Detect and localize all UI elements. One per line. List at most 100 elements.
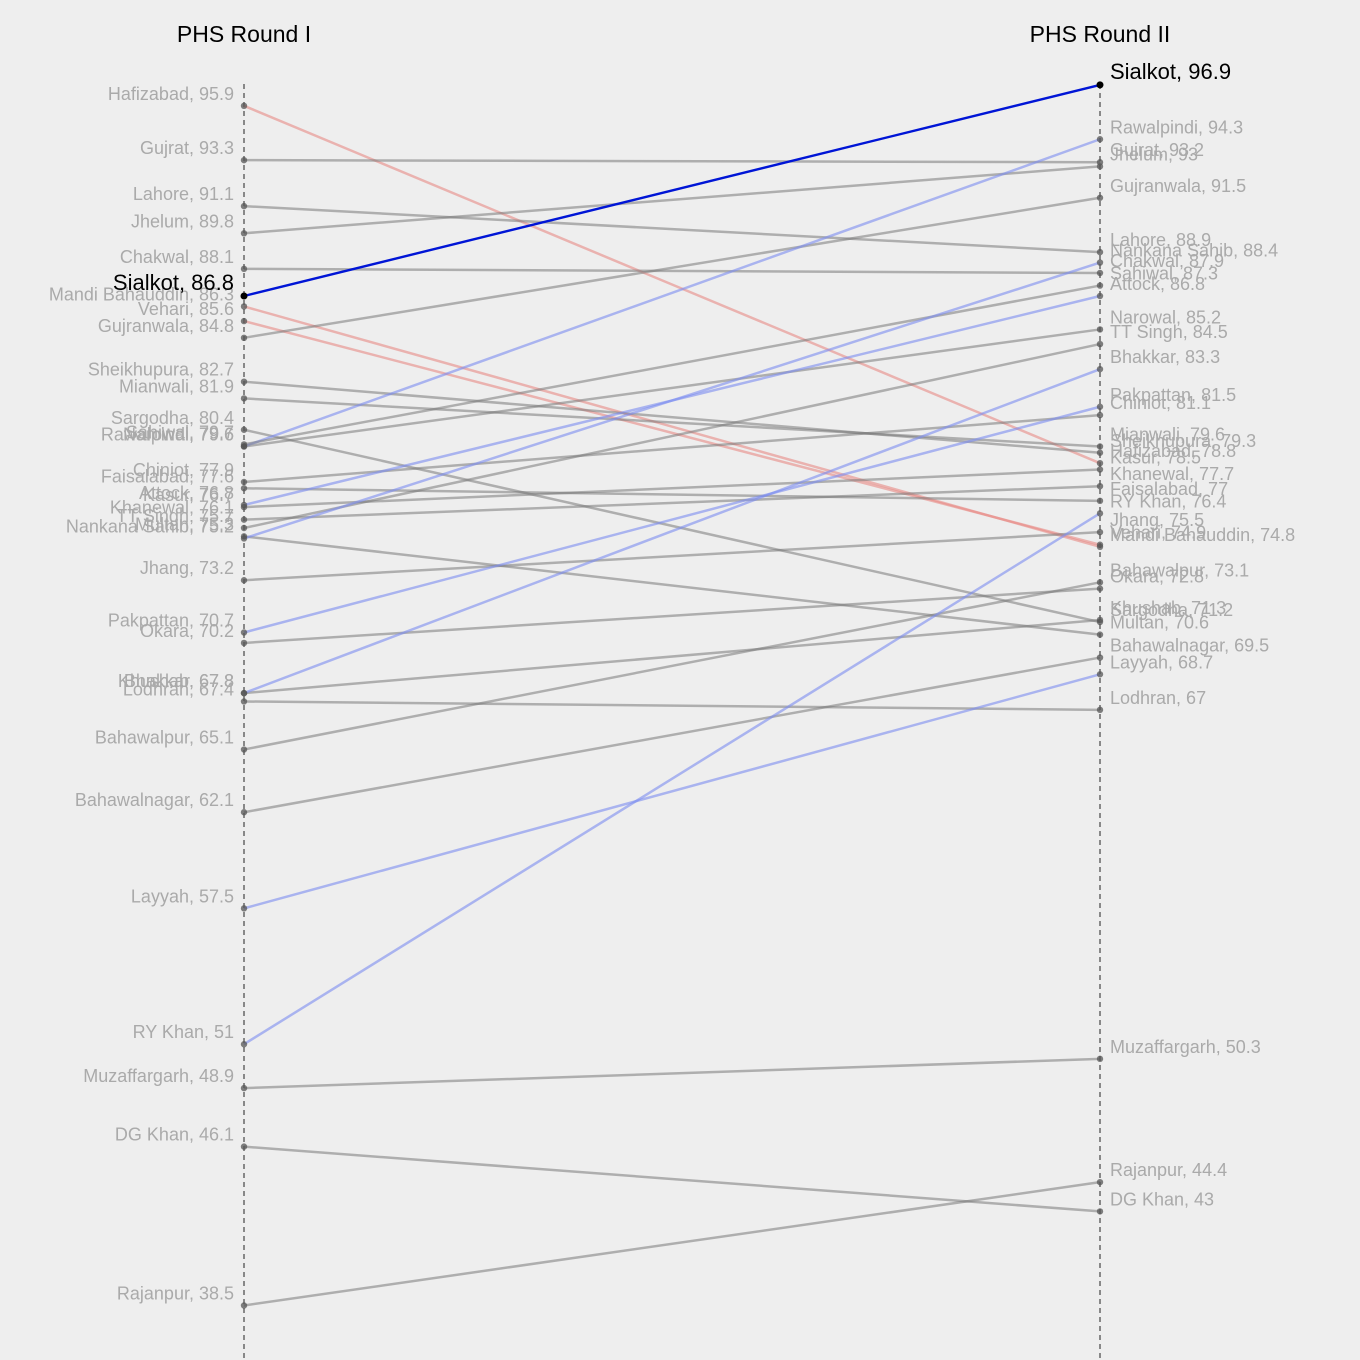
slope-line-vehari (243, 319, 1101, 546)
label-round-1-chakwal: Chakwal, 88.1 (120, 247, 234, 267)
slope-line-ry-khan (243, 512, 1101, 1046)
label-round-2-bahawalpur: Bahawalpur, 73.1 (1110, 560, 1249, 580)
label-round-2-dg-khan: DG Khan, 43 (1110, 1189, 1214, 1209)
label-round-2-narowal: Narowal, 85.2 (1110, 307, 1221, 327)
label-round-2-okara: Okara, 72.8 (1110, 567, 1204, 587)
label-round-1-hafizabad: Hafizabad, 95.9 (108, 84, 234, 104)
point-round-2-ry-khan (1096, 510, 1104, 517)
label-round-2-jhang: Jhang, 75.5 (1110, 510, 1204, 530)
point-round-1-nankana-sahib (240, 535, 248, 542)
point-round-1-gujrat (240, 156, 248, 164)
slope-line-nankana-sahib (243, 261, 1101, 540)
point-round-1-jhelum (240, 230, 248, 237)
point-round-1-faisalabad (240, 485, 248, 492)
point-round-2-bhakkar (1096, 365, 1104, 373)
label-round-2-layyah: Layyah, 68.7 (1110, 652, 1213, 672)
label-round-2-khushab: Khushab, 71.3 (1110, 598, 1226, 618)
point-round-1-khanewal (240, 516, 248, 523)
label-round-1-sheikhupura: Sheikhupura, 82.7 (88, 360, 234, 380)
label-round-1-khushab: Khushab, 67.8 (118, 671, 234, 691)
point-round-1-narowal (240, 443, 248, 450)
label-round-1-khanewal: Khanewal, 76.1 (110, 498, 234, 518)
point-round-2-sahiwal (1096, 282, 1104, 289)
slope-line-layyah (243, 673, 1101, 910)
label-round-1-sialkot: Sialkot, 86.8 (113, 270, 234, 295)
point-round-2-khanewal (1096, 482, 1104, 490)
slope-line-chakwal (243, 267, 1101, 275)
label-round-1-vehari: Vehari, 85.6 (138, 299, 234, 319)
point-round-2-nankana-sahib (1096, 259, 1104, 266)
point-round-2-gujranwala (1096, 194, 1104, 201)
label-round-1-mandi-bahauddin: Mandi Bahauddin, 86.3 (49, 284, 234, 304)
label-round-1-bahawalnagar: Bahawalnagar, 62.1 (75, 790, 234, 810)
label-round-2-jhelum: Jhelum, 93 (1110, 144, 1198, 164)
point-round-1-hafizabad (240, 102, 248, 110)
point-round-2-lodhran (1096, 706, 1104, 714)
slope-line-mianwali (243, 397, 1101, 448)
slope-line-jhelum (243, 165, 1101, 235)
label-round-2-sahiwal: Sahiwal, 87.3 (1110, 264, 1218, 284)
point-round-1-mianwali (240, 395, 248, 402)
label-round-1-ry-khan: RY Khan, 51 (133, 1022, 234, 1042)
point-round-2-tt-singh (1096, 340, 1104, 348)
label-round-1-layyah: Layyah, 57.5 (131, 886, 234, 906)
point-round-2-pakpattan (1096, 403, 1104, 410)
label-round-2-ry-khan: RY Khan, 76.4 (1110, 491, 1226, 511)
point-round-2-hafizabad (1096, 460, 1104, 467)
label-round-1-nankana-sahib: Nankana Sahib, 75.2 (66, 516, 234, 536)
slope-line-pakpattan (243, 405, 1101, 634)
point-round-1-lodhran (240, 698, 248, 705)
label-round-1-attock: Attock, 76.8 (139, 483, 234, 503)
label-round-1-gujrat: Gujrat, 93.3 (140, 138, 234, 158)
point-round-1-chiniot (240, 478, 248, 486)
slope-line-sahiwal (243, 284, 1101, 446)
label-round-2-hafizabad: Hafizabad, 78.8 (1110, 441, 1236, 461)
slope-line-lodhran (243, 700, 1101, 712)
point-round-2-rawalpindi (1096, 136, 1104, 143)
slope-line-lahore (243, 204, 1101, 254)
point-round-2-rajanpur (1096, 1178, 1104, 1186)
label-round-2-sheikhupura: Sheikhupura, 79.3 (1110, 431, 1256, 451)
label-round-2-pakpattan: Pakpattan, 81.5 (1110, 385, 1236, 405)
point-round-2-bahawalpur (1096, 579, 1104, 586)
label-round-2-bahawalnagar: Bahawalnagar, 69.5 (1110, 636, 1269, 656)
point-round-2-multan (1096, 631, 1104, 638)
point-round-1-vehari (240, 317, 248, 325)
label-round-2-mianwali: Mianwali, 79.6 (1110, 424, 1225, 444)
label-round-2-lahore: Lahore, 88.9 (1110, 230, 1211, 250)
label-round-1-multan: Multan, 75.3 (135, 514, 234, 534)
label-round-2-faisalabad: Faisalabad, 77 (1110, 479, 1228, 499)
slope-line-dg-khan (243, 1145, 1101, 1213)
label-round-2-rawalpindi: Rawalpindi, 94.3 (1110, 117, 1243, 137)
label-round-1-chiniot: Chiniot, 77.9 (133, 460, 234, 480)
slope-line-kasur (243, 468, 1101, 509)
point-round-1-sargodha (240, 426, 248, 433)
label-round-1-narowal: Narowal, 79.6 (123, 424, 234, 444)
label-round-1-bhakkar: Bhakkar, 67.8 (124, 671, 234, 691)
column-title-round-1: PHS Round I (177, 21, 311, 47)
point-round-1-kasur (240, 503, 248, 511)
label-round-2-rajanpur: Rajanpur, 44.4 (1110, 1160, 1227, 1180)
label-round-2-sargodha: Sargodha, 71.2 (1110, 600, 1233, 620)
label-round-1-pakpattan: Pakpattan, 70.7 (108, 610, 234, 630)
label-round-1-dg-khan: DG Khan, 46.1 (115, 1125, 234, 1145)
slope-line-bhakkar (243, 367, 1101, 695)
point-round-1-chakwal (240, 265, 248, 273)
point-round-1-mandi-bahauddin (240, 303, 248, 310)
point-round-1-sheikhupura (240, 378, 248, 385)
slope-line-gujranwala (243, 196, 1101, 340)
point-round-1-pakpattan (240, 629, 248, 636)
highlight-series: Sialkot, 86.8 Sialkot, 96.9 (113, 59, 1231, 300)
label-round-2-multan: Multan, 70.6 (1110, 613, 1209, 633)
label-round-2-bhakkar: Bhakkar, 83.3 (1110, 347, 1220, 367)
label-round-1-mianwali: Mianwali, 81.9 (119, 376, 234, 396)
point-round-2-kasur (1096, 466, 1104, 473)
slope-line-tt-singh (243, 342, 1101, 530)
label-round-1-kasur: Kasur, 76.7 (143, 485, 234, 505)
label-round-1-lahore: Lahore, 91.1 (133, 184, 234, 204)
slope-line-narowal (243, 328, 1101, 448)
label-round-2-chiniot: Chiniot, 81.1 (1110, 393, 1211, 413)
label-round-2-tt-singh: TT Singh, 84.5 (1110, 322, 1228, 342)
slope-line-gujrat (243, 158, 1101, 164)
point-round-2-faisalabad (1096, 497, 1104, 505)
